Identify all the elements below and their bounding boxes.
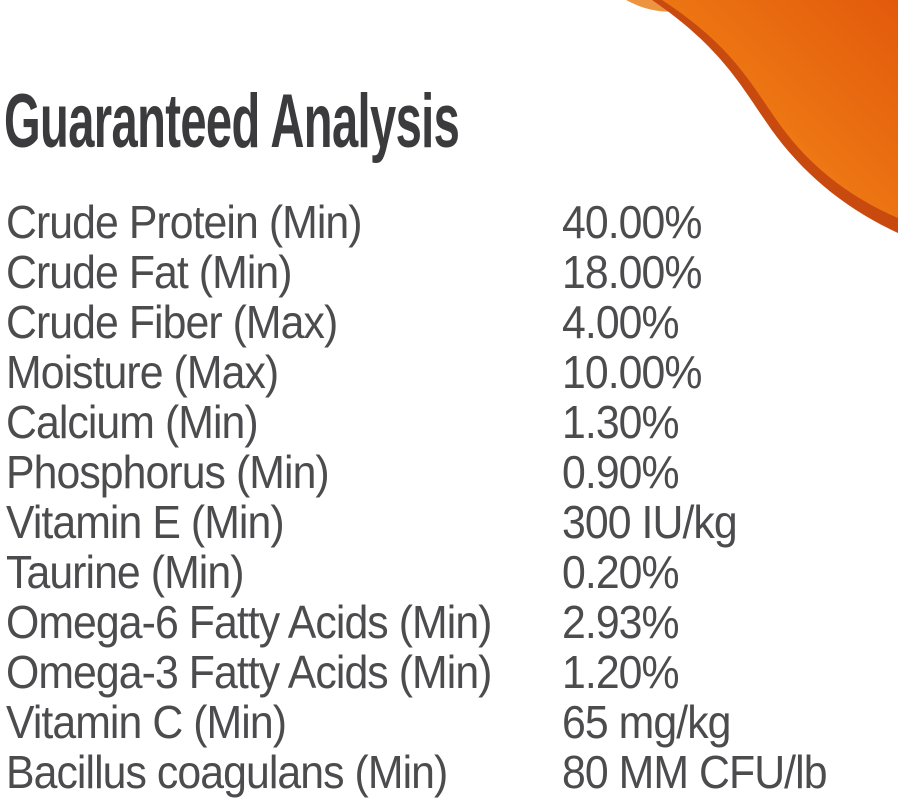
nutrient-label: Taurine (Min) <box>6 546 244 598</box>
table-row: Moisture (Max) 10.00% <box>6 347 898 397</box>
table-row: Vitamin C (Min) 65 mg/kg <box>6 697 898 747</box>
nutrient-label: Omega-3 Fatty Acids (Min) <box>6 646 492 698</box>
analysis-table: Crude Protein (Min) 40.00% Crude Fat (Min)… <box>6 197 898 797</box>
table-row: Calcium (Min) 1.30% <box>6 397 898 447</box>
swoosh-body-shape <box>662 0 898 218</box>
nutrient-value: 4.00% <box>562 296 680 348</box>
nutrient-label: Crude Fiber (Max) <box>6 296 338 348</box>
nutrient-value: 300 IU/kg <box>562 496 738 548</box>
nutrient-label: Phosphorus (Min) <box>6 446 330 498</box>
nutrient-label: Omega-6 Fatty Acids (Min) <box>6 596 492 648</box>
nutrient-value: 18.00% <box>562 246 702 298</box>
nutrient-label: Crude Protein (Min) <box>6 196 363 248</box>
nutrient-value: 1.30% <box>562 396 680 448</box>
nutrient-label: Vitamin C (Min) <box>6 696 287 748</box>
table-row: Vitamin E (Min) 300 IU/kg <box>6 497 898 547</box>
nutrient-value: 65 mg/kg <box>562 696 731 748</box>
table-row: Crude Fat (Min) 18.00% <box>6 247 898 297</box>
nutrient-value: 40.00% <box>562 196 702 248</box>
nutrient-value: 0.90% <box>562 446 680 498</box>
nutrient-label: Crude Fat (Min) <box>6 246 293 298</box>
table-row: Omega-3 Fatty Acids (Min) 1.20% <box>6 647 898 697</box>
table-row: Bacillus coagulans (Min) 80 MM CFU/lb <box>6 747 898 797</box>
page-title: Guaranteed Analysis <box>4 79 460 164</box>
table-row: Crude Protein (Min) 40.00% <box>6 197 898 247</box>
nutrient-label: Vitamin E (Min) <box>6 496 285 548</box>
table-row: Omega-6 Fatty Acids (Min) 2.93% <box>6 597 898 647</box>
table-row: Crude Fiber (Max) 4.00% <box>6 297 898 347</box>
table-row: Phosphorus (Min) 0.90% <box>6 447 898 497</box>
nutrient-value: 0.20% <box>562 546 680 598</box>
nutrient-value: 10.00% <box>562 346 702 398</box>
nutrient-label: Bacillus coagulans (Min) <box>6 746 448 798</box>
orange-swoosh-decoration <box>626 0 898 233</box>
nutrient-label: Moisture (Max) <box>6 346 279 398</box>
nutrient-value: 1.20% <box>562 646 680 698</box>
nutrient-label: Calcium (Min) <box>6 396 259 448</box>
nutrient-value: 2.93% <box>562 596 680 648</box>
table-row: Taurine (Min) 0.20% <box>6 547 898 597</box>
nutrient-value: 80 MM CFU/lb <box>562 746 828 798</box>
